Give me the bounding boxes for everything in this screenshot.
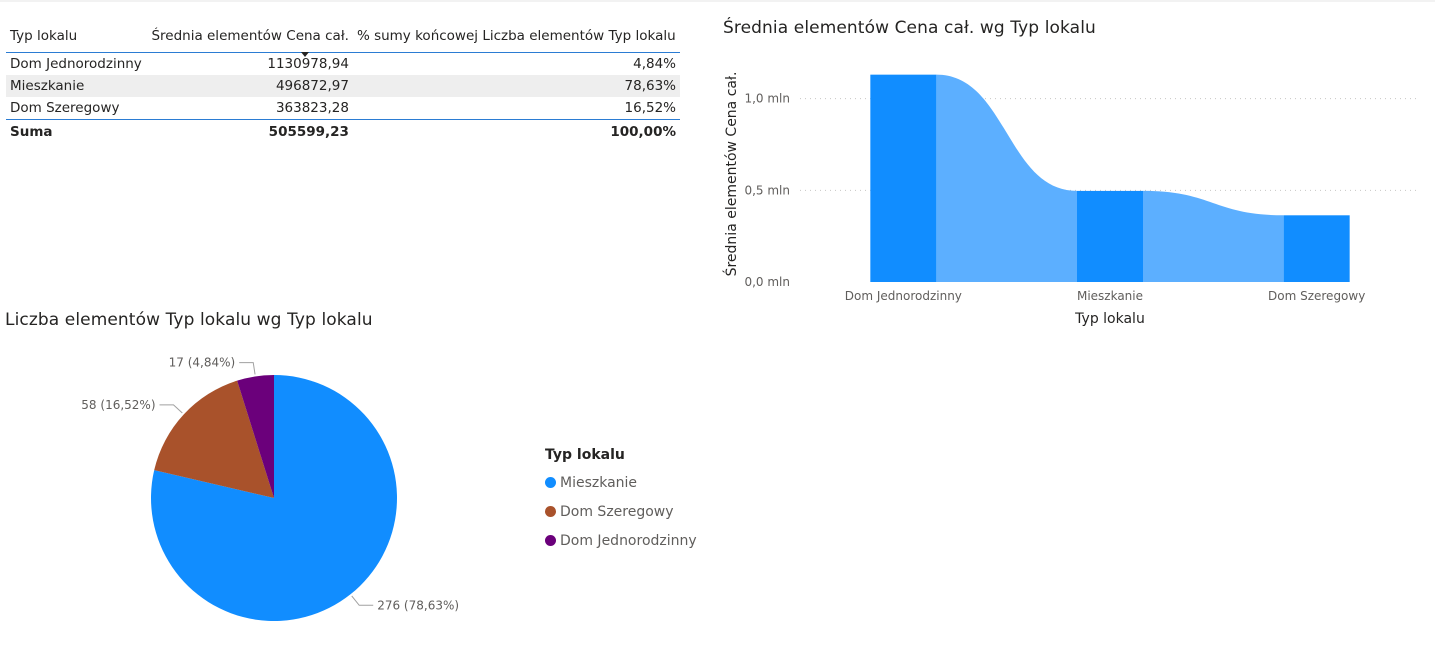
total-label: Suma [6,119,148,143]
row-pct-value: 16,52% [624,100,676,116]
pie-legend: Typ lokalu Mieszkanie Dom Szeregowy Dom Je… [545,447,697,555]
column-header-procent-sumy[interactable]: % sumy końcowej Liczba elementów Typ lok… [356,28,676,44]
pie-chart[interactable]: 276 (78,63%) 58 (16,52%) 17 (4,84%) [0,340,520,672]
top-border [0,0,1435,2]
x-tick-label: Mieszkanie [1077,289,1143,303]
total-avg-value: 505599,23 [147,119,353,143]
pie-leader-line [351,595,374,606]
row-label: Dom Jednorodzinny [10,56,142,72]
ribbon-bar[interactable] [870,74,937,282]
legend-item[interactable]: Dom Jednorodzinny [545,526,697,555]
pie-data-label: 17 (4,84%) [169,356,236,370]
column-header-srednia-cena[interactable]: Średnia elementów Cena cał. [147,20,353,57]
legend-label: Mieszkanie [560,474,638,491]
column-header-label: Średnia elementów Cena cał. [151,28,349,44]
legend-label: Dom Jednorodzinny [560,532,697,549]
x-tick-label: Dom Szeregowy [1268,289,1365,303]
pie-slice[interactable] [237,375,274,498]
legend-swatch-icon [545,477,556,488]
row-label: Dom Szeregowy [10,100,120,116]
row-avg-value: 1130978,94 [267,56,349,72]
row-label: Mieszkanie [6,75,148,97]
row-pct-value: 4,84% [633,56,676,72]
ribbon-bar[interactable] [1077,190,1143,282]
table-total-row: Suma 505599,23 100,00% [6,119,680,143]
pie-slice[interactable] [154,380,274,498]
legend-swatch-icon [545,535,556,546]
table-row[interactable]: Mieszkanie 496872,97 78,63% [6,75,680,97]
summary-table: Typ lokalu Średnia elementów Cena cał. %… [6,20,680,160]
pie-leader-line [239,362,256,375]
sort-descending-icon[interactable] [301,52,310,57]
legend-swatch-icon [545,506,556,517]
legend-item[interactable]: Dom Szeregowy [545,497,697,526]
y-axis-title: Średnia elementów Cena cał. [722,72,740,277]
pie-data-label: 276 (78,63%) [377,598,459,612]
row-avg-value: 496872,97 [147,75,353,97]
pie-chart-title: Liczba elementów Typ lokalu wg Typ lokal… [5,310,373,330]
row-pct-value: 78,63% [352,75,680,97]
ribbon-band[interactable] [936,74,1077,282]
row-avg-value: 363823,28 [275,100,349,116]
ribbon-band[interactable] [1143,190,1284,282]
pie-leader-line [159,404,183,414]
table-row[interactable]: Dom Szeregowy 363823,28 16,52% [6,97,680,120]
x-axis-title: Typ lokalu [1074,311,1145,327]
y-tick-label: 0,5 mln [744,183,790,197]
legend-title: Typ lokalu [545,447,625,463]
x-tick-label: Dom Jednorodzinny [845,289,962,303]
y-tick-label: 1,0 mln [744,92,790,106]
column-header-typ-lokalu[interactable]: Typ lokalu [10,28,78,44]
legend-label: Dom Szeregowy [560,503,674,520]
ribbon-chart-title: Średnia elementów Cena cał. wg Typ lokal… [723,18,1096,38]
table-row[interactable]: Dom Jednorodzinny 1130978,94 4,84% [6,53,680,76]
legend-item[interactable]: Mieszkanie [545,468,697,497]
ribbon-chart[interactable]: 0,0 mln 0,5 mln 1,0 mln Dom Jednorodzinny Mi… [700,40,1435,340]
y-tick-label: 0,0 mln [744,275,790,289]
total-pct-value: 100,00% [352,119,680,143]
pie-data-label: 58 (16,52%) [81,398,155,412]
ribbon-bar[interactable] [1283,215,1350,282]
